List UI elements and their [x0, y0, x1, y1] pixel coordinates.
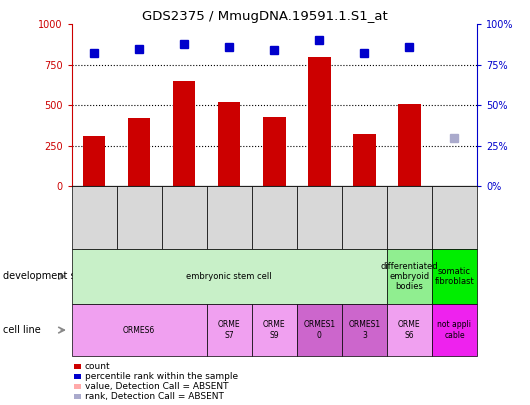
- Text: ORMES6: ORMES6: [123, 326, 155, 335]
- Bar: [128, 118, 151, 186]
- Text: ORME
S7: ORME S7: [218, 320, 241, 340]
- Text: percentile rank within the sample: percentile rank within the sample: [85, 372, 238, 381]
- Bar: [398, 104, 421, 186]
- Text: somatic
fibroblast: somatic fibroblast: [435, 267, 474, 286]
- Text: ORME
S6: ORME S6: [398, 320, 421, 340]
- Text: cell line: cell line: [3, 325, 40, 335]
- Text: embryonic stem cell: embryonic stem cell: [187, 272, 272, 281]
- Text: differentiated
embryoid
bodies: differentiated embryoid bodies: [381, 262, 438, 291]
- Bar: [263, 117, 286, 186]
- Text: ORME
S9: ORME S9: [263, 320, 286, 340]
- Bar: [218, 102, 241, 186]
- Bar: [353, 134, 376, 186]
- Bar: [173, 81, 196, 186]
- Text: ORMES1
0: ORMES1 0: [303, 320, 335, 340]
- Bar: [83, 136, 105, 186]
- Bar: [308, 57, 331, 186]
- Text: GDS2375 / MmugDNA.19591.1.S1_at: GDS2375 / MmugDNA.19591.1.S1_at: [142, 10, 388, 23]
- Text: development stage: development stage: [3, 271, 98, 281]
- Text: not appli
cable: not appli cable: [437, 320, 472, 340]
- Text: value, Detection Call = ABSENT: value, Detection Call = ABSENT: [85, 382, 228, 391]
- Text: rank, Detection Call = ABSENT: rank, Detection Call = ABSENT: [85, 392, 224, 401]
- Text: ORMES1
3: ORMES1 3: [348, 320, 381, 340]
- Text: count: count: [85, 362, 110, 371]
